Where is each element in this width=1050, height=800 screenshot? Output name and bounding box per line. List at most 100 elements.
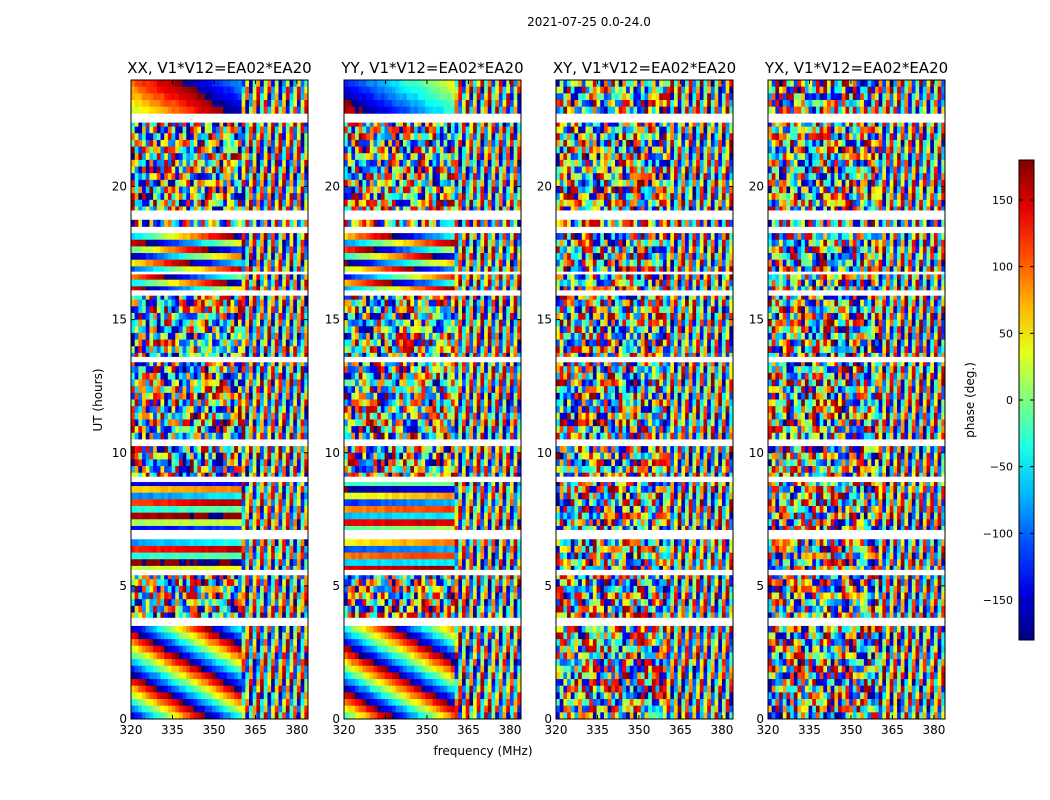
phase-cell (487, 119, 492, 127)
phase-cell (377, 133, 382, 141)
phase-cell (160, 399, 165, 407)
phase-cell (226, 459, 231, 467)
phase-cell (175, 206, 180, 214)
phase-cell (197, 486, 202, 494)
phase-cell (377, 153, 382, 161)
phase-cell (134, 146, 139, 154)
phase-cell (138, 466, 143, 474)
phase-cell (149, 293, 154, 301)
phase-cell (204, 179, 209, 187)
phase-cell (271, 665, 276, 673)
phase-cell (304, 139, 308, 147)
phase-cell (219, 452, 224, 460)
phase-cell (134, 565, 139, 573)
phase-cell (245, 106, 250, 114)
phase-cell (252, 472, 257, 480)
phase-cell (186, 146, 191, 154)
phase-cell (156, 93, 161, 101)
phase-cell (190, 452, 195, 460)
phase-cell (304, 685, 308, 693)
phase-cell (156, 239, 161, 247)
phase-cell (131, 126, 136, 134)
phase-cell (439, 80, 444, 88)
phase-cell (234, 592, 239, 600)
phase-cell (421, 133, 426, 141)
phase-cell (193, 179, 198, 187)
phase-cell (175, 366, 180, 374)
phase-cell (230, 452, 235, 460)
phase-cell (304, 625, 308, 633)
phase-cell (131, 306, 136, 314)
phase-cell (142, 186, 147, 194)
phase-cell (447, 139, 452, 147)
phase-cell (182, 173, 187, 181)
phase-cell (388, 139, 393, 147)
phase-cell (212, 579, 217, 587)
phase-cell (178, 659, 184, 667)
phase-cell (182, 625, 187, 633)
phase-cell (212, 492, 217, 500)
phase-cell (142, 86, 147, 94)
phase-cell (208, 572, 213, 580)
phase-cell (171, 506, 176, 514)
phase-cell (498, 119, 503, 127)
phase-cell (289, 525, 294, 534)
phase-cell (219, 253, 224, 261)
phase-cell (167, 412, 172, 420)
phase-cell (237, 233, 243, 241)
phase-cell (260, 286, 265, 294)
phase-cell (274, 432, 279, 440)
phase-cell (296, 159, 302, 167)
phase-cell (204, 486, 209, 494)
phase-cell (182, 539, 187, 547)
phase-cell (171, 206, 176, 214)
phase-cell (421, 99, 426, 108)
phase-cell (182, 492, 187, 500)
phase-cell (285, 186, 290, 194)
phase-cell (388, 106, 393, 114)
phase-cell (142, 199, 147, 207)
phase-cell (145, 412, 150, 420)
phase-cell (278, 392, 283, 400)
phase-cell (230, 219, 235, 227)
phase-cell (278, 219, 283, 227)
phase-cell (160, 659, 165, 667)
phase-cell (458, 106, 463, 114)
phase-cell (252, 332, 257, 340)
phase-cell (215, 386, 220, 394)
phase-cell (271, 133, 276, 141)
phase-cell (344, 106, 349, 114)
phase-cell (237, 133, 243, 141)
phase-cell (417, 86, 422, 94)
phase-cell (215, 80, 220, 88)
phase-cell (186, 153, 191, 161)
phase-cell (190, 579, 195, 587)
phase-cell (223, 352, 228, 360)
phase-cell (237, 306, 243, 314)
phase-cell (278, 346, 283, 354)
phase-cell (296, 699, 302, 707)
phase-cell (234, 219, 239, 227)
phase-cell (473, 119, 478, 127)
phase-cell (260, 392, 265, 400)
phase-cell (234, 506, 239, 514)
phase-cell (208, 86, 213, 94)
phase-cell (285, 273, 290, 281)
phase-cell (230, 625, 235, 633)
phase-cell (285, 312, 290, 321)
phase-cell (300, 672, 305, 680)
phase-cell (193, 632, 198, 640)
phase-cell (234, 126, 239, 134)
phase-cell (245, 426, 250, 434)
phase-cell (226, 80, 231, 88)
phase-cell (293, 273, 298, 281)
phase-cell (230, 692, 235, 700)
phase-cell (197, 559, 202, 567)
phase-cell (513, 139, 518, 147)
phase-cell (226, 326, 231, 334)
phase-cell (293, 239, 298, 247)
phase-cell (204, 459, 209, 467)
phase-cell (156, 173, 161, 181)
phase-cell (282, 545, 287, 553)
phase-cell (260, 159, 265, 167)
